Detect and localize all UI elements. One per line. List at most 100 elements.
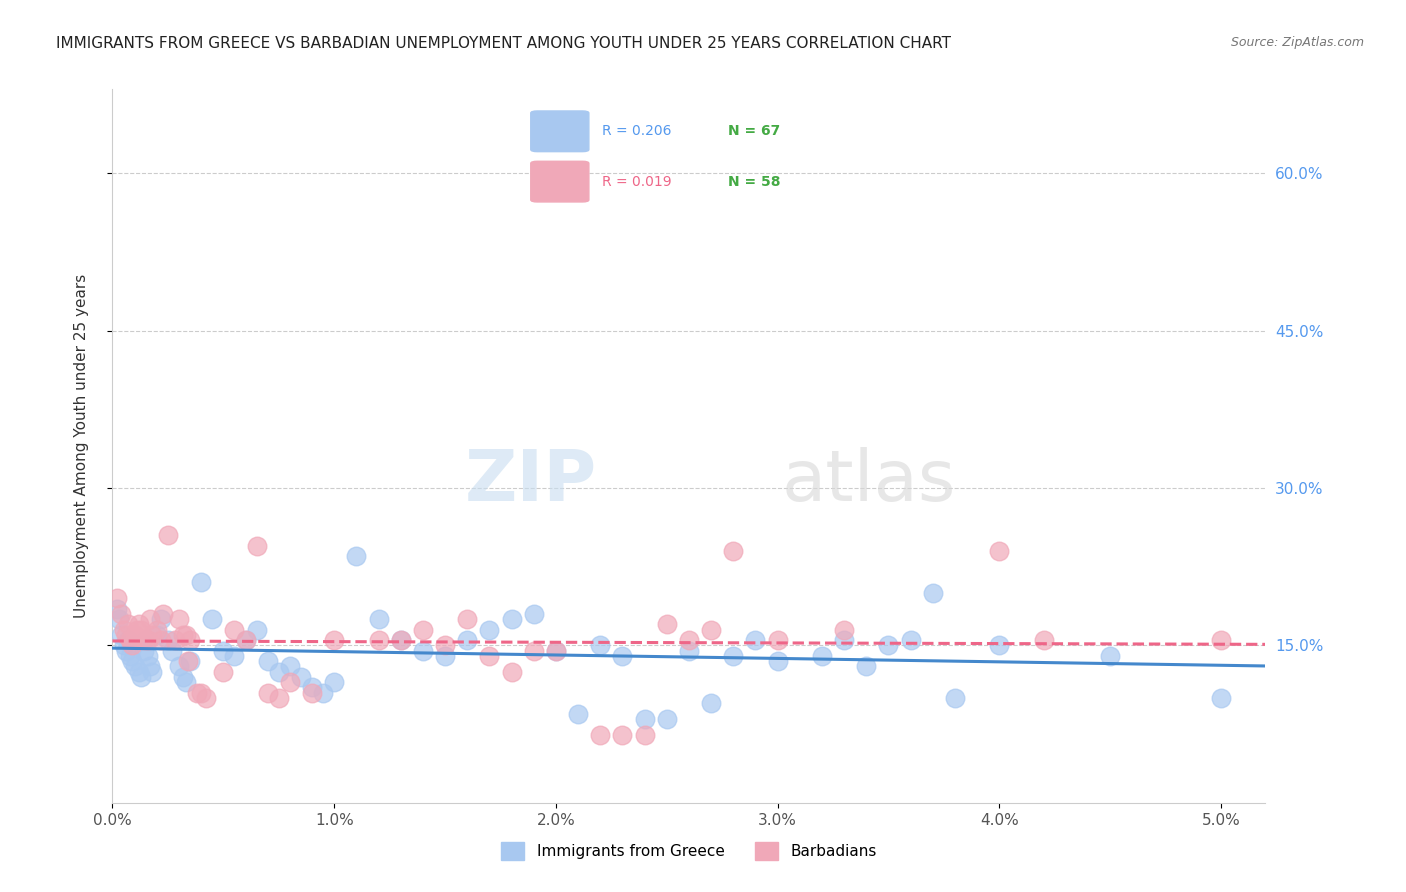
- Point: [655, 617, 678, 632]
- Point: [256, 654, 278, 668]
- Point: [163, 633, 186, 648]
- Point: [124, 628, 146, 642]
- Point: [501, 612, 523, 626]
- Point: [108, 612, 131, 626]
- Point: [117, 633, 139, 648]
- Point: [267, 690, 290, 705]
- Point: [112, 623, 135, 637]
- Point: [117, 617, 139, 632]
- Point: [152, 607, 174, 621]
- Text: ZIP: ZIP: [464, 447, 596, 516]
- Point: [723, 648, 745, 663]
- Point: [1209, 690, 1232, 705]
- Point: [612, 648, 634, 663]
- Point: [544, 643, 567, 657]
- Point: [179, 633, 201, 648]
- Point: [235, 633, 257, 648]
- Point: [105, 601, 128, 615]
- Point: [367, 633, 389, 648]
- Point: [811, 648, 834, 663]
- Point: [245, 539, 267, 553]
- Point: [589, 639, 612, 653]
- Point: [412, 643, 434, 657]
- Point: [167, 612, 190, 626]
- Point: [301, 685, 323, 699]
- Point: [105, 591, 128, 606]
- Y-axis label: Unemployment Among Youth under 25 years: Unemployment Among Youth under 25 years: [75, 274, 89, 618]
- Point: [301, 681, 323, 695]
- Point: [290, 670, 312, 684]
- Point: [167, 659, 190, 673]
- Point: [136, 633, 159, 648]
- Point: [855, 659, 877, 673]
- Point: [344, 549, 367, 564]
- Point: [110, 628, 132, 642]
- Point: [186, 685, 208, 699]
- Point: [988, 639, 1011, 653]
- Point: [478, 648, 501, 663]
- Point: [132, 643, 155, 657]
- Point: [456, 612, 478, 626]
- Point: [832, 633, 855, 648]
- Point: [125, 623, 148, 637]
- Point: [179, 654, 201, 668]
- Text: IMMIGRANTS FROM GREECE VS BARBADIAN UNEMPLOYMENT AMONG YOUTH UNDER 25 YEARS CORR: IMMIGRANTS FROM GREECE VS BARBADIAN UNEM…: [56, 36, 952, 51]
- Point: [278, 675, 301, 690]
- Point: [744, 633, 766, 648]
- Point: [172, 628, 194, 642]
- Point: [678, 633, 700, 648]
- Point: [478, 623, 501, 637]
- Point: [700, 623, 723, 637]
- Point: [136, 648, 159, 663]
- Point: [633, 712, 655, 726]
- Point: [245, 623, 267, 637]
- Point: [212, 643, 235, 657]
- Text: Source: ZipAtlas.com: Source: ZipAtlas.com: [1230, 36, 1364, 49]
- Point: [194, 690, 217, 705]
- Point: [139, 612, 162, 626]
- Point: [412, 623, 434, 637]
- Point: [190, 575, 212, 590]
- Point: [224, 648, 246, 663]
- Point: [146, 623, 169, 637]
- Legend: Immigrants from Greece, Barbadians: Immigrants from Greece, Barbadians: [495, 836, 883, 866]
- Point: [128, 665, 150, 679]
- Point: [1032, 633, 1054, 648]
- Point: [162, 643, 184, 657]
- Point: [141, 628, 163, 642]
- Point: [235, 633, 257, 648]
- Point: [114, 628, 136, 642]
- Point: [877, 639, 900, 653]
- Point: [678, 643, 700, 657]
- Point: [224, 623, 246, 637]
- Point: [323, 633, 346, 648]
- Point: [456, 633, 478, 648]
- Point: [146, 628, 169, 642]
- Point: [312, 685, 335, 699]
- Point: [323, 675, 346, 690]
- Point: [567, 706, 589, 721]
- Point: [139, 659, 162, 673]
- Point: [612, 728, 634, 742]
- Point: [112, 639, 135, 653]
- Point: [172, 670, 194, 684]
- Point: [544, 643, 567, 657]
- Point: [523, 607, 546, 621]
- Point: [900, 633, 922, 648]
- Point: [278, 659, 301, 673]
- Point: [766, 654, 789, 668]
- Point: [121, 639, 143, 653]
- Point: [1209, 633, 1232, 648]
- Point: [124, 659, 146, 673]
- Point: [190, 685, 212, 699]
- Point: [943, 690, 966, 705]
- Point: [129, 623, 153, 637]
- Point: [120, 633, 142, 648]
- Point: [501, 665, 523, 679]
- Point: [132, 633, 155, 648]
- Point: [135, 633, 157, 648]
- Point: [589, 728, 612, 742]
- Point: [267, 665, 290, 679]
- Point: [150, 612, 173, 626]
- Point: [121, 654, 143, 668]
